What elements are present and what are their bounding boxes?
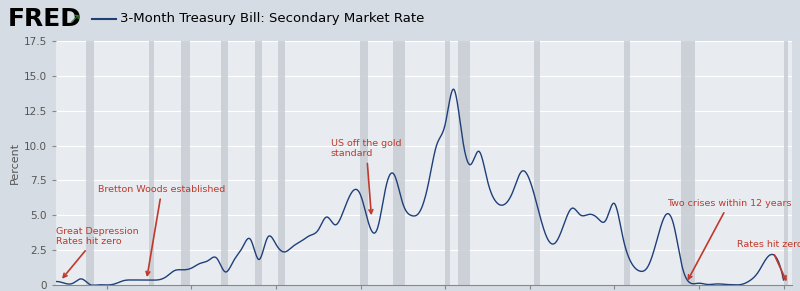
Text: 3-Month Treasury Bill: Secondary Market Rate: 3-Month Treasury Bill: Secondary Market … [120,13,424,25]
Text: ↗: ↗ [68,11,80,25]
Text: US off the gold
standard: US off the gold standard [331,139,402,214]
Text: FRED: FRED [8,7,82,31]
Text: Great Depression
Rates hit zero: Great Depression Rates hit zero [56,226,138,277]
Bar [458,41,470,285]
Bar [221,41,228,285]
Text: Bretton Woods established: Bretton Woods established [98,184,226,275]
Bar [625,41,630,285]
Bar [278,41,286,285]
Bar [393,41,405,285]
Bar [149,41,154,285]
Bar [360,41,368,285]
Bar [182,41,190,285]
Bar [784,41,788,285]
Y-axis label: Percent: Percent [10,142,19,184]
Bar [445,41,450,285]
Bar [86,41,94,285]
Text: Two crises within 12 years: Two crises within 12 years [666,198,791,279]
Bar [681,41,694,285]
Bar [534,41,540,285]
Text: Rates hit zero: Rates hit zero [737,240,800,280]
Bar [255,41,262,285]
